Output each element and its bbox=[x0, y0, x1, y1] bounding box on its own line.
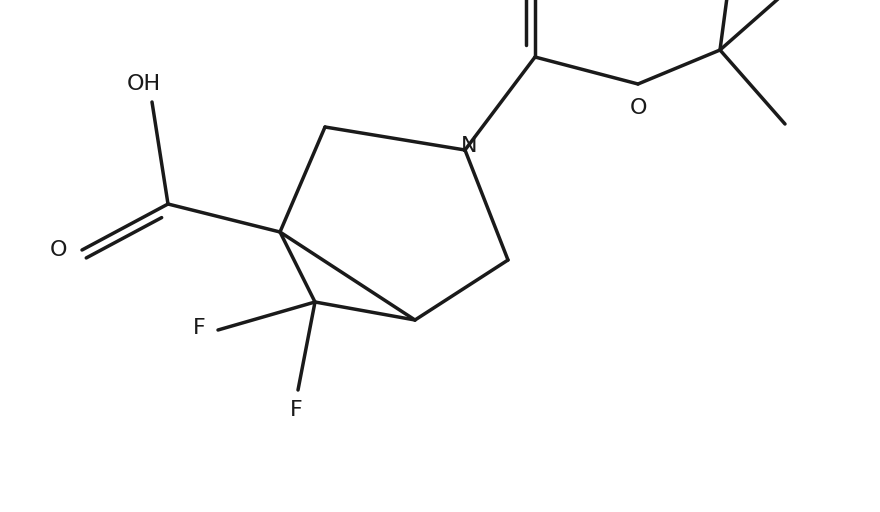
Text: O: O bbox=[629, 98, 647, 118]
Text: F: F bbox=[194, 318, 206, 338]
Text: OH: OH bbox=[127, 74, 161, 94]
Text: O: O bbox=[49, 240, 67, 260]
Text: N: N bbox=[461, 136, 477, 156]
Text: F: F bbox=[290, 400, 303, 420]
